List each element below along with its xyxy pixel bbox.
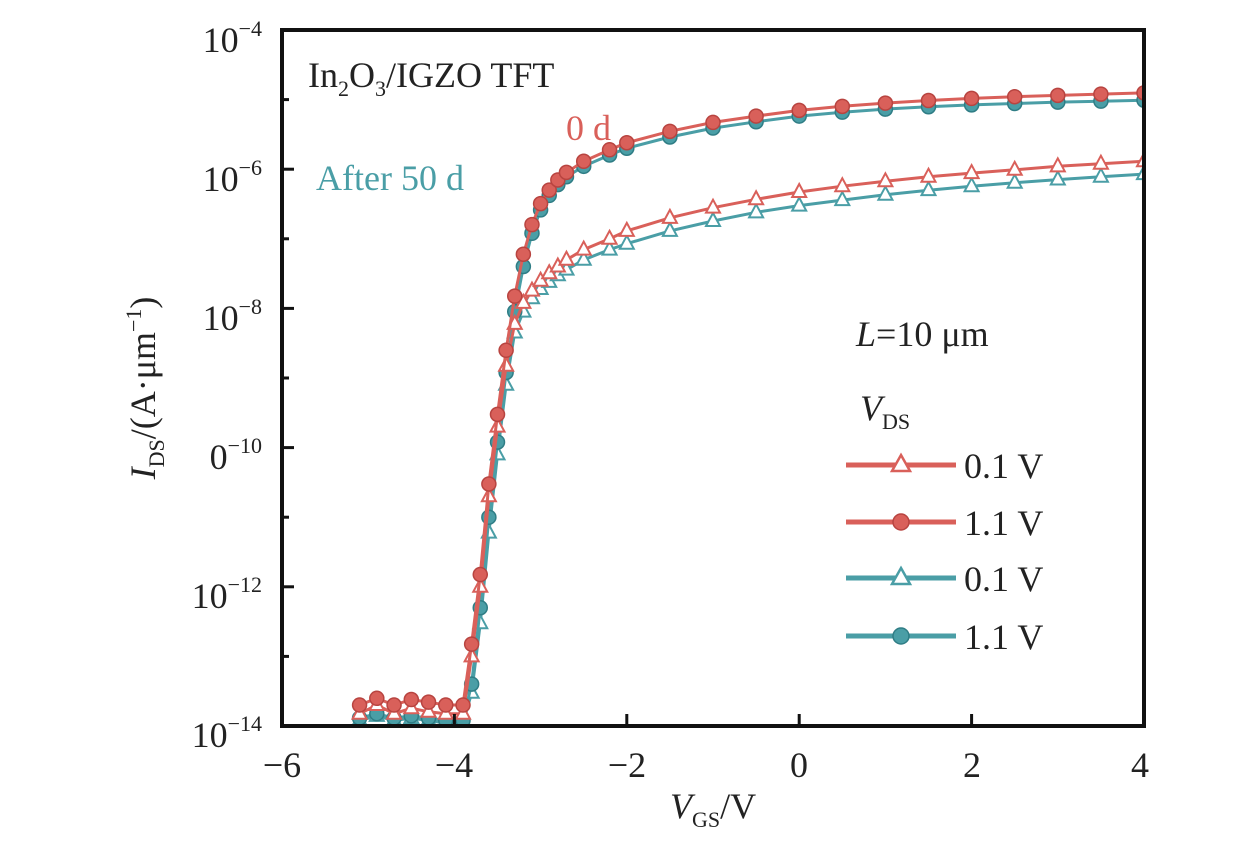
- data-point: [438, 697, 454, 713]
- data-point: [351, 697, 368, 713]
- data-point: [834, 98, 851, 115]
- data-point: [575, 153, 592, 170]
- data-point: [532, 195, 549, 212]
- data-point: [575, 239, 593, 256]
- data-point: [463, 636, 480, 652]
- data-point: [481, 476, 497, 492]
- legend: 0.1 V 1.1 V 0.1 V 1.1 V: [846, 446, 1043, 657]
- triangle-marker-icon: [889, 565, 913, 586]
- y-tick-label: 10−4: [203, 16, 262, 60]
- data-point: [704, 197, 722, 214]
- x-tick-label: 4: [1131, 745, 1149, 785]
- data-point: [524, 216, 540, 233]
- x-tick-label: −4: [435, 745, 473, 785]
- legend-item: 1.1 V: [846, 617, 1043, 657]
- data-point: [600, 228, 619, 245]
- data-point: [1092, 153, 1110, 170]
- data-point: [1006, 172, 1024, 189]
- device-label: In2O3/IGZO TFT: [308, 55, 554, 101]
- legend-item: 0.1 V: [846, 559, 1043, 599]
- x-tick-label: −6: [263, 745, 301, 785]
- y-axis-label: IDS/(A·μm−1): [121, 297, 169, 481]
- data-point: [515, 246, 532, 262]
- tick-layer: [280, 28, 1146, 728]
- data-point: [1093, 86, 1109, 102]
- legend-label: 1.1 V: [964, 617, 1043, 657]
- data-point: [747, 189, 765, 206]
- data-point: [369, 690, 385, 707]
- data-point: [618, 233, 636, 250]
- legend-label: 0.1 V: [964, 559, 1043, 599]
- data-point: [748, 108, 764, 124]
- data-point: [619, 134, 635, 151]
- data-point: [833, 189, 851, 207]
- data-point: [506, 288, 523, 304]
- legend-item: 0.1 V: [846, 446, 1043, 486]
- data-point: [523, 280, 541, 297]
- x-tick-label: 2: [963, 745, 981, 785]
- data-point: [557, 249, 576, 266]
- legend-label: 1.1 V: [964, 503, 1043, 543]
- data-point: [472, 566, 489, 583]
- data-point: [876, 184, 895, 201]
- data-point: [705, 114, 721, 131]
- x-axis-label: VGS/V: [670, 786, 756, 832]
- y-tick-label: 10−12: [192, 572, 262, 616]
- data-point: [1092, 166, 1110, 183]
- data-point: [962, 176, 981, 193]
- data-point: [541, 182, 557, 198]
- data-point: [662, 123, 678, 140]
- data-point: [704, 210, 722, 228]
- legend-label: 0.1 V: [964, 446, 1043, 486]
- triangle-marker-icon: [889, 452, 913, 473]
- data-point: [1049, 156, 1067, 173]
- label-0d: 0 d: [566, 108, 611, 148]
- data-point: [876, 171, 895, 188]
- data-point: [558, 164, 575, 181]
- data-point: [386, 697, 402, 713]
- data-point: [920, 92, 937, 109]
- y-tick-label: 10−8: [203, 294, 262, 338]
- data-point: [963, 90, 980, 107]
- circle-marker-icon: [892, 513, 910, 531]
- data-point: [919, 180, 938, 197]
- data-point: [420, 694, 437, 710]
- data-point: [661, 220, 679, 237]
- data-point: [1050, 87, 1066, 104]
- data-point: [1006, 159, 1024, 176]
- legend-item: 1.1 V: [846, 503, 1043, 543]
- data-point: [498, 342, 514, 359]
- data-point: [1049, 169, 1067, 186]
- data-point: [790, 195, 808, 212]
- series-1: [351, 85, 1144, 713]
- y-tick-label: 10−6: [203, 155, 262, 199]
- legend-title: VDS: [860, 388, 910, 434]
- series-0: [350, 151, 1144, 720]
- data-point: [601, 142, 618, 158]
- y-tick-label: 10−14: [192, 711, 262, 755]
- data-point: [403, 691, 420, 708]
- data-point: [455, 697, 471, 713]
- data-point: [833, 176, 851, 193]
- data-point: [489, 406, 506, 423]
- data-point: [919, 166, 938, 183]
- data-point: [747, 202, 765, 219]
- data-point: [790, 181, 808, 199]
- data-point: [661, 207, 679, 224]
- data-point: [877, 95, 894, 111]
- data-point: [962, 162, 981, 180]
- data-point: [575, 249, 593, 266]
- x-tick-label: 0: [790, 745, 808, 785]
- data-point: [618, 220, 636, 237]
- channel-length-label: L=10 μm: [855, 314, 989, 354]
- data-point: [419, 701, 438, 718]
- data-point: [791, 102, 807, 119]
- y-tick-label: 0−10: [210, 433, 262, 477]
- x-tick-label: −2: [608, 745, 646, 785]
- data-point: [600, 239, 619, 256]
- label-after-50d: After 50 d: [316, 158, 464, 198]
- circle-marker-icon: [892, 627, 910, 645]
- data-point: [1006, 88, 1023, 105]
